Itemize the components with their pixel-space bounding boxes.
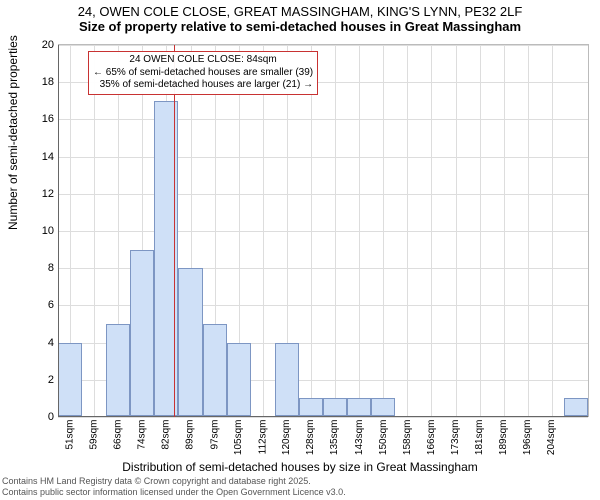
- x-tick: 150sqm: [378, 420, 389, 456]
- x-tick: 105sqm: [233, 420, 244, 456]
- gridline-v: [480, 45, 481, 417]
- gridline-v: [528, 45, 529, 417]
- title-line2: Size of property relative to semi-detach…: [0, 19, 600, 34]
- x-tick: 204sqm: [546, 420, 557, 456]
- gridline-h: [58, 45, 588, 46]
- gridline-v: [359, 45, 360, 417]
- plot-area: 24 OWEN COLE CLOSE: 84sqm← 65% of semi-d…: [58, 45, 588, 417]
- footer-line2: Contains public sector information licen…: [2, 487, 346, 498]
- x-tick: 66sqm: [113, 420, 124, 450]
- x-tick: 51sqm: [65, 420, 76, 450]
- annotation-line1: 24 OWEN COLE CLOSE: 84sqm: [93, 54, 313, 67]
- annotation-line3: 35% of semi-detached houses are larger (…: [93, 79, 313, 92]
- gridline-v: [504, 45, 505, 417]
- histogram-bar: [299, 398, 323, 416]
- histogram-bar: [203, 324, 227, 416]
- y-tick: 18: [28, 76, 54, 88]
- chart-container: 24, OWEN COLE CLOSE, GREAT MASSINGHAM, K…: [0, 0, 600, 500]
- histogram-bar: [564, 398, 588, 416]
- x-axis: [58, 416, 588, 417]
- x-tick: 135sqm: [330, 420, 341, 456]
- chart-area: 24 OWEN COLE CLOSE: 84sqm← 65% of semi-d…: [58, 44, 589, 417]
- gridline-v: [407, 45, 408, 417]
- histogram-bar: [323, 398, 347, 416]
- reference-line: [174, 45, 175, 417]
- histogram-bar: [227, 343, 251, 416]
- y-tick: 12: [28, 188, 54, 200]
- footer-line1: Contains HM Land Registry data © Crown c…: [2, 476, 346, 487]
- x-tick: 74sqm: [137, 420, 148, 450]
- gridline-v: [311, 45, 312, 417]
- histogram-bar: [58, 343, 82, 416]
- x-tick: 97sqm: [209, 420, 220, 450]
- y-tick: 0: [28, 411, 54, 423]
- y-tick: 4: [28, 337, 54, 349]
- x-tick: 189sqm: [498, 420, 509, 456]
- attribution-footer: Contains HM Land Registry data © Crown c…: [2, 476, 346, 498]
- gridline-v: [552, 45, 553, 417]
- x-axis-label: Distribution of semi-detached houses by …: [0, 460, 600, 474]
- histogram-bar: [371, 398, 395, 416]
- gridline-h: [58, 157, 588, 158]
- y-axis: [58, 45, 59, 417]
- x-tick: 196sqm: [522, 420, 533, 456]
- histogram-bar: [275, 343, 299, 416]
- histogram-bar: [178, 268, 202, 416]
- y-tick: 10: [28, 225, 54, 237]
- gridline-v: [383, 45, 384, 417]
- histogram-bar: [154, 101, 178, 416]
- x-tick: 82sqm: [161, 420, 172, 450]
- x-tick: 112sqm: [257, 420, 268, 455]
- y-tick: 2: [28, 374, 54, 386]
- histogram-bar: [347, 398, 371, 416]
- x-tick: 181sqm: [474, 420, 485, 456]
- gridline-h: [58, 231, 588, 232]
- gridline-h: [58, 417, 588, 418]
- title-block: 24, OWEN COLE CLOSE, GREAT MASSINGHAM, K…: [0, 0, 600, 34]
- y-tick: 14: [28, 151, 54, 163]
- gridline-v: [456, 45, 457, 417]
- x-tick: 120sqm: [281, 420, 292, 456]
- y-axis-label: Number of semi-detached properties: [6, 35, 20, 230]
- histogram-bar: [130, 250, 154, 416]
- gridline-v: [431, 45, 432, 417]
- annotation-line2: ← 65% of semi-detached houses are smalle…: [93, 67, 313, 80]
- gridline-v: [263, 45, 264, 417]
- x-tick: 89sqm: [185, 420, 196, 450]
- y-tick: 20: [28, 39, 54, 51]
- gridline-h: [58, 194, 588, 195]
- x-tick: 143sqm: [354, 420, 365, 456]
- x-tick: 158sqm: [402, 420, 413, 456]
- y-tick: 6: [28, 299, 54, 311]
- x-tick: 166sqm: [426, 420, 437, 456]
- histogram-bar: [106, 324, 130, 416]
- title-line1: 24, OWEN COLE CLOSE, GREAT MASSINGHAM, K…: [0, 4, 600, 19]
- x-tick: 128sqm: [305, 420, 316, 456]
- y-tick: 8: [28, 262, 54, 274]
- gridline-h: [58, 119, 588, 120]
- x-tick: 173sqm: [450, 420, 461, 456]
- y-tick: 16: [28, 113, 54, 125]
- annotation-box: 24 OWEN COLE CLOSE: 84sqm← 65% of semi-d…: [88, 51, 318, 95]
- gridline-v: [94, 45, 95, 417]
- x-tick: 59sqm: [89, 420, 100, 450]
- gridline-v: [335, 45, 336, 417]
